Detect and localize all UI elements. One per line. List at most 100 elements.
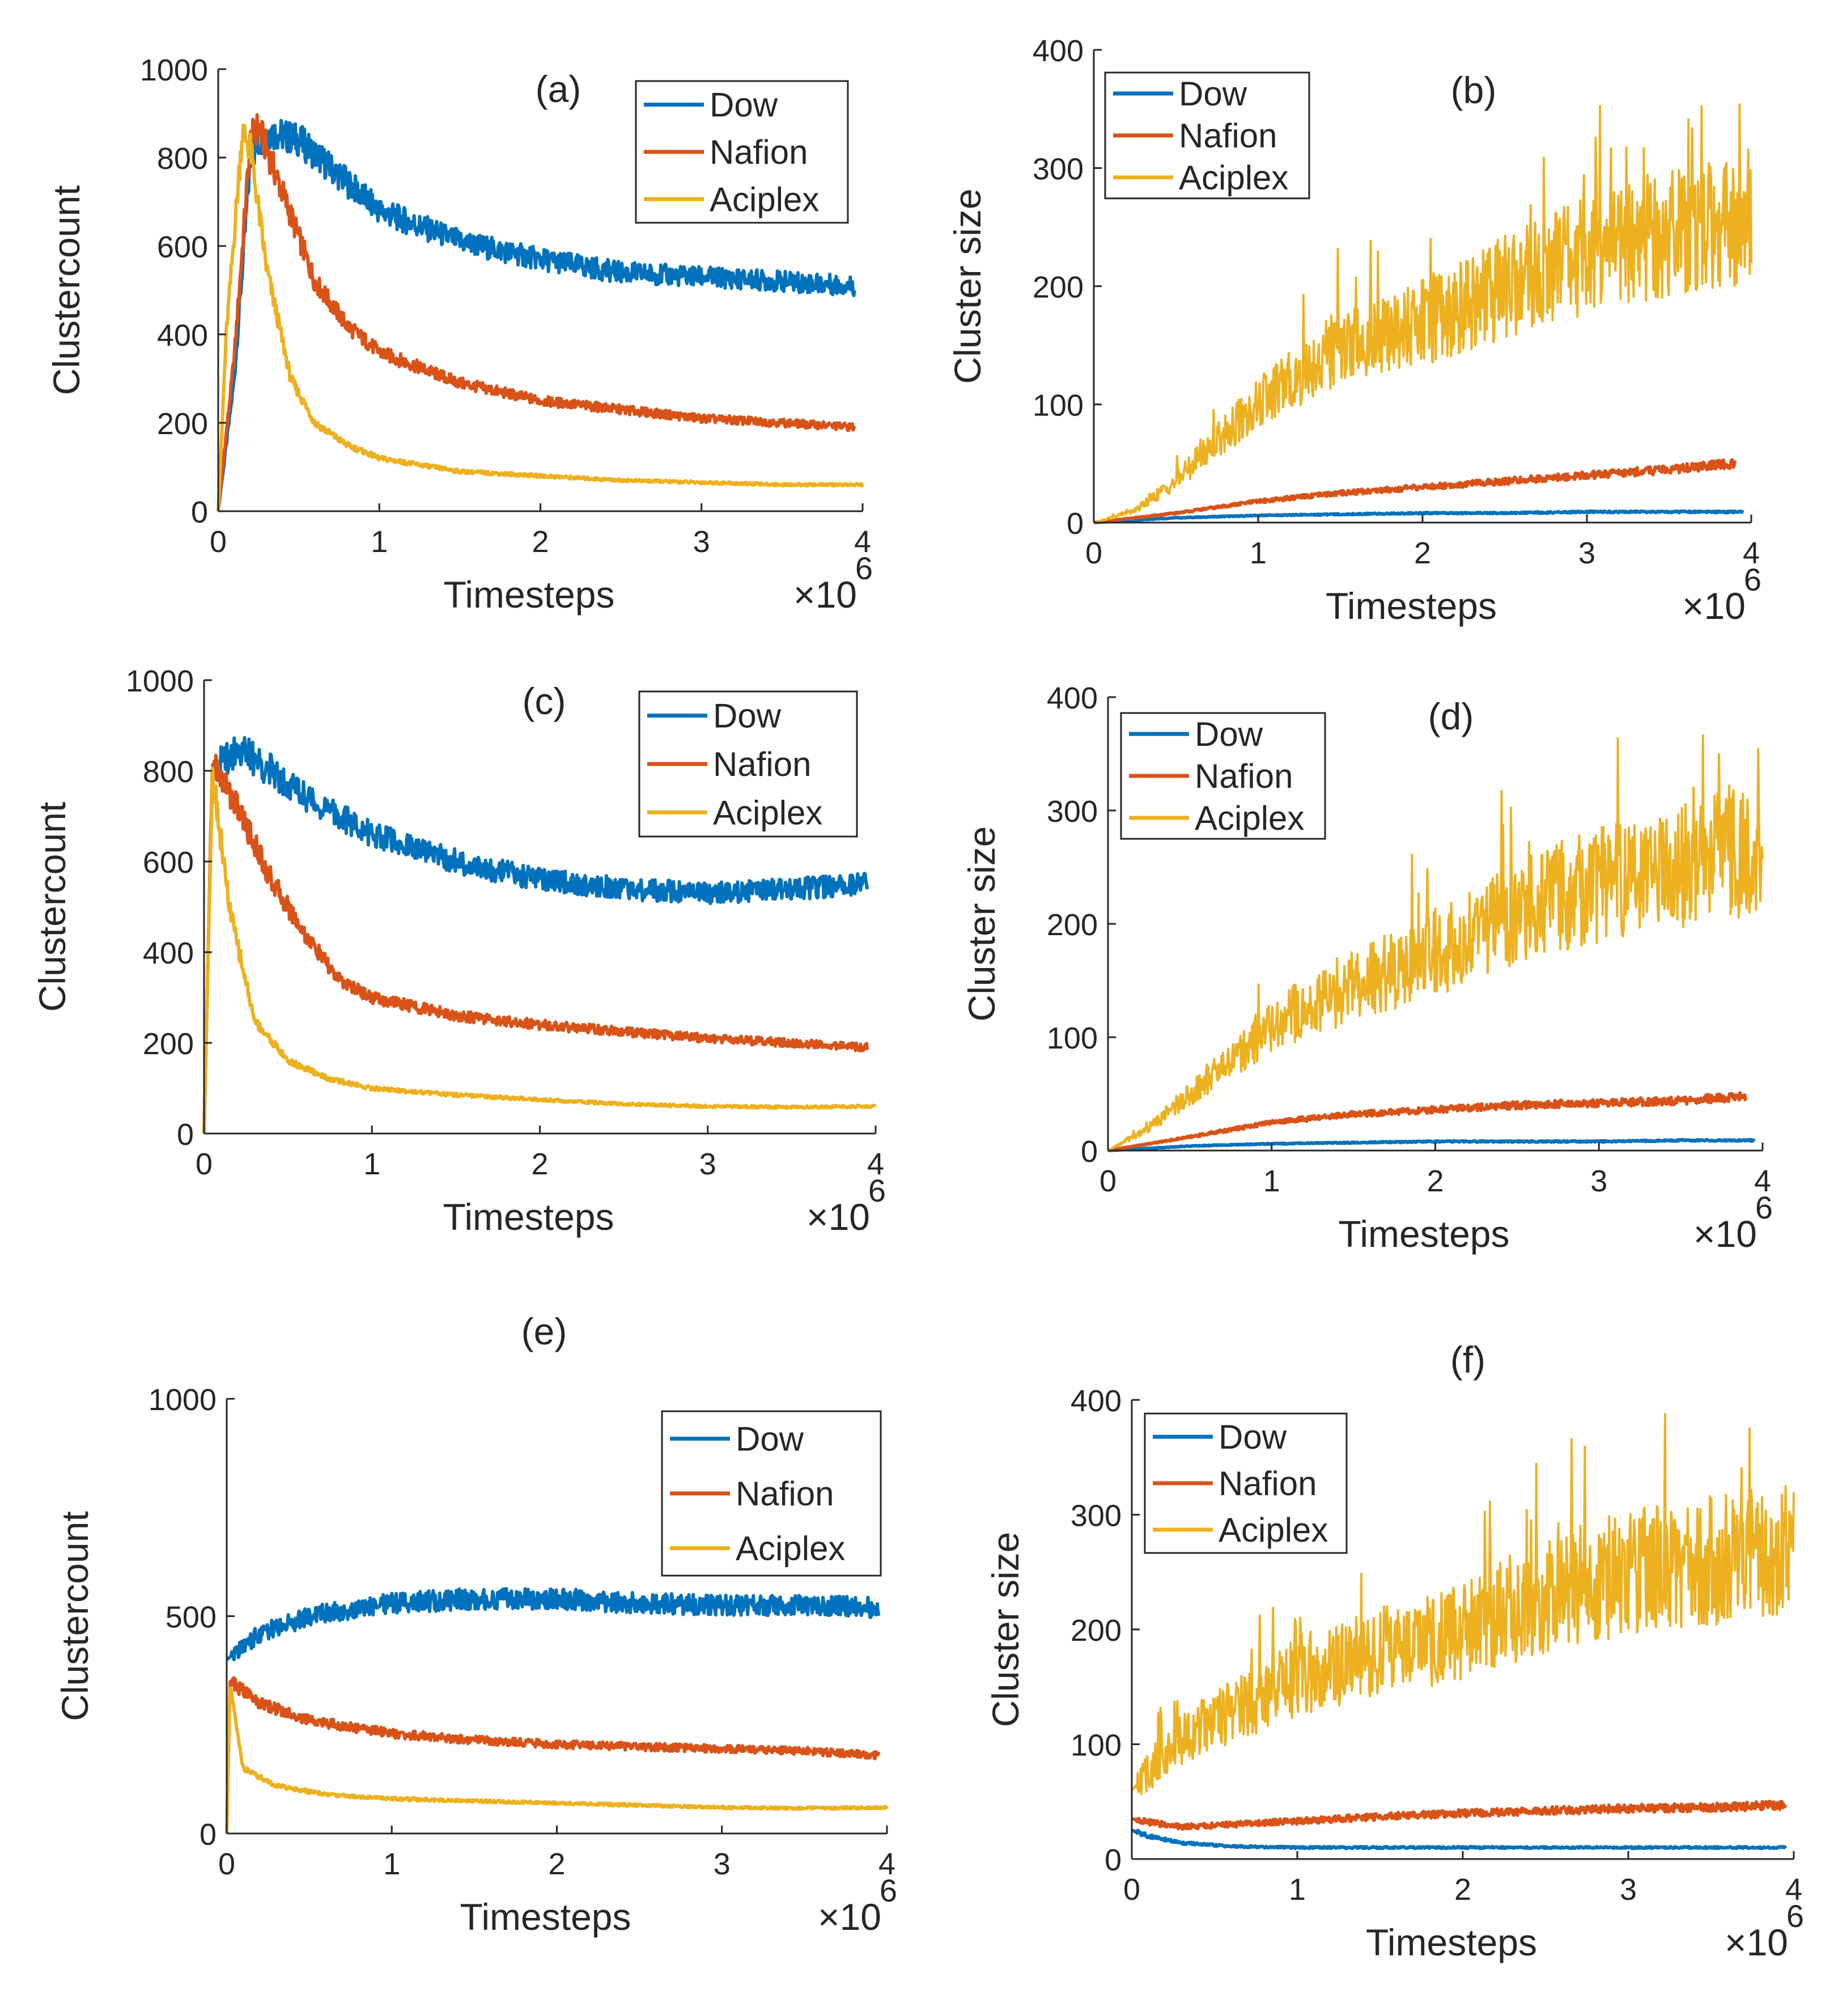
y-tick-label: 0 (177, 1118, 194, 1152)
legend-entry-aciplex: Aciplex (713, 793, 822, 831)
series-line-aciplex (225, 1686, 889, 1834)
legend-entry-aciplex: Aciplex (1195, 799, 1304, 837)
x-axis-exponent: 6 (1744, 562, 1761, 597)
panel-label: (b) (1451, 69, 1497, 111)
panel-label: (c) (523, 680, 566, 722)
x-tick-label: 4 (1754, 1164, 1771, 1198)
x-tick-label: 3 (1578, 536, 1595, 570)
y-tick-label: 100 (1047, 1021, 1098, 1055)
y-axis-label: Clustercount (54, 1511, 96, 1721)
x-tick-label: 0 (210, 525, 227, 559)
x-tick-label: 1 (363, 1147, 380, 1181)
x-axis-label: Timesteps (1339, 1213, 1510, 1255)
x-tick-label: 4 (854, 525, 871, 559)
y-tick-label: 0 (1081, 1135, 1098, 1169)
x-axis-label: Timesteps (444, 574, 615, 616)
y-tick-label: 200 (143, 1027, 194, 1061)
panel-label: (e) (521, 1310, 567, 1352)
panel-label: (d) (1428, 695, 1474, 737)
x-tick-label: 0 (196, 1147, 213, 1181)
x-tick-label: 1 (1263, 1164, 1280, 1198)
y-tick-label: 1000 (126, 664, 194, 698)
series-line-dow (216, 118, 856, 512)
x-axis-label: Timesteps (460, 1896, 631, 1938)
x-tick-label: 1 (1289, 1873, 1306, 1907)
legend-entry-nafion: Nafion (1195, 757, 1293, 795)
x-tick-label: 0 (1099, 1164, 1116, 1198)
y-axis-label: Cluster size (946, 189, 988, 384)
series-line-nafion (225, 1676, 881, 1834)
y-tick-label: 400 (1071, 1384, 1122, 1418)
x-tick-label: 4 (867, 1147, 884, 1181)
x-tick-label: 1 (383, 1847, 400, 1881)
series-line-dow (1107, 1138, 1756, 1152)
x-axis-multiplier: ×10 (1682, 585, 1746, 627)
x-tick-label: 3 (1620, 1873, 1637, 1907)
y-axis-label: Cluster size (961, 826, 1003, 1022)
x-tick-label: 1 (371, 525, 388, 559)
x-axis-exponent: 6 (1786, 1898, 1804, 1934)
x-tick-label: 0 (1123, 1873, 1140, 1907)
x-axis-multiplier: ×10 (806, 1196, 870, 1238)
y-axis-label: Clustercount (45, 185, 87, 396)
y-tick-label: 200 (1047, 908, 1098, 942)
y-tick-label: 0 (191, 495, 208, 529)
chart-panel-e: 0 1 2 3 4 0 500 1000 Timesteps ×106 Clustercount (e… (54, 1310, 897, 1938)
series-line-nafion (1131, 1799, 1788, 1831)
y-tick-label: 0 (1067, 507, 1084, 541)
series-line-aciplex (1093, 103, 1752, 524)
y-tick-label: 100 (1071, 1729, 1122, 1763)
x-tick-label: 2 (1414, 536, 1431, 570)
series-line-nafion (1093, 458, 1737, 524)
legend-entry-nafion: Nafion (736, 1475, 834, 1513)
y-tick-label: 100 (1033, 389, 1084, 423)
panel-label: (a) (536, 68, 581, 110)
y-tick-label: 200 (1071, 1614, 1122, 1648)
y-tick-label: 1000 (140, 53, 208, 87)
x-axis-exponent: 6 (880, 1873, 897, 1908)
y-tick-label: 400 (1047, 681, 1098, 715)
legend-entry-nafion: Nafion (1179, 117, 1277, 155)
series-line-aciplex (1131, 1413, 1795, 1796)
legend-entry-dow: Dow (1219, 1418, 1287, 1456)
legend-entry-nafion: Nafion (1219, 1465, 1317, 1503)
y-tick-label: 0 (1105, 1843, 1122, 1877)
series-line-nafion (202, 754, 869, 1134)
series-line-dow (202, 736, 869, 1134)
y-tick-label: 300 (1033, 152, 1084, 186)
legend-entry-dow: Dow (736, 1420, 804, 1458)
y-tick-label: 600 (157, 230, 208, 264)
x-axis-exponent: 6 (855, 550, 873, 586)
y-axis-label: Cluster size (984, 1532, 1026, 1728)
chart-panel-f: 0 1 2 3 4 0 100 200 300 400 Timesteps ×106 Cluster s… (984, 1339, 1804, 1963)
x-axis-exponent: 6 (1755, 1190, 1773, 1225)
x-axis-multiplier: ×10 (1725, 1921, 1788, 1963)
y-tick-label: 1000 (148, 1383, 216, 1417)
chart-panel-c: 0 1 2 3 4 0 200 400 600 800 1000 Timesteps ×106 Clust… (31, 664, 886, 1238)
x-tick-label: 3 (714, 1847, 731, 1881)
y-tick-label: 800 (157, 142, 208, 176)
y-tick-label: 600 (143, 846, 194, 880)
legend-entry-aciplex: Aciplex (736, 1530, 845, 1568)
x-tick-label: 2 (1454, 1873, 1471, 1907)
x-axis-label: Timesteps (1366, 1921, 1537, 1963)
x-tick-label: 1 (1250, 536, 1267, 570)
y-tick-label: 300 (1071, 1499, 1122, 1533)
x-tick-label: 0 (1085, 536, 1102, 570)
x-axis-multiplier: ×10 (793, 574, 857, 616)
x-axis-label: Timesteps (443, 1196, 614, 1238)
y-tick-label: 400 (157, 319, 208, 353)
x-axis-multiplier: ×10 (1693, 1213, 1757, 1255)
x-tick-label: 0 (218, 1847, 235, 1881)
series-line-aciplex (216, 124, 864, 512)
series-line-aciplex (1107, 734, 1764, 1152)
x-tick-label: 3 (1590, 1164, 1607, 1198)
chart-panel-a: 0 1 2 3 4 0 200 400 600 800 1000 Timesteps ×106 Clust… (45, 53, 873, 616)
series-line-dow (226, 1587, 881, 1662)
series-line-nafion (216, 113, 856, 512)
y-tick-label: 0 (199, 1818, 216, 1852)
chart-panel-d: 0 1 2 3 4 0 100 200 300 400 Timesteps ×106 Cluster s… (961, 681, 1773, 1255)
x-tick-label: 3 (699, 1147, 716, 1181)
